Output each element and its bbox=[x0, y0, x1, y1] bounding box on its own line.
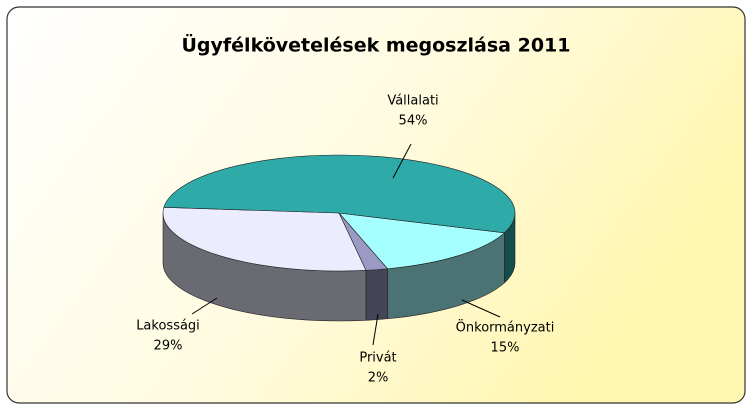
slice-side bbox=[365, 268, 388, 321]
value-label: 29% bbox=[154, 339, 183, 354]
leader-line bbox=[461, 299, 501, 318]
slice bbox=[163, 154, 516, 234]
slice-label: Önkormányzati bbox=[456, 319, 555, 336]
leader-line bbox=[372, 313, 379, 346]
slice-label: Vállalati bbox=[387, 94, 438, 109]
leader-line bbox=[392, 143, 412, 179]
slice bbox=[338, 212, 506, 270]
value-label: 54% bbox=[399, 114, 428, 129]
value-label: 2% bbox=[368, 371, 389, 386]
slice-label: Privát bbox=[359, 351, 396, 366]
value-label: 15% bbox=[491, 341, 520, 356]
slice-label: Lakossági bbox=[136, 319, 200, 334]
chart-title: Ügyfélkövetelések megoszlása 2011 bbox=[181, 33, 570, 57]
slice bbox=[162, 207, 367, 272]
leader-line bbox=[191, 297, 218, 315]
